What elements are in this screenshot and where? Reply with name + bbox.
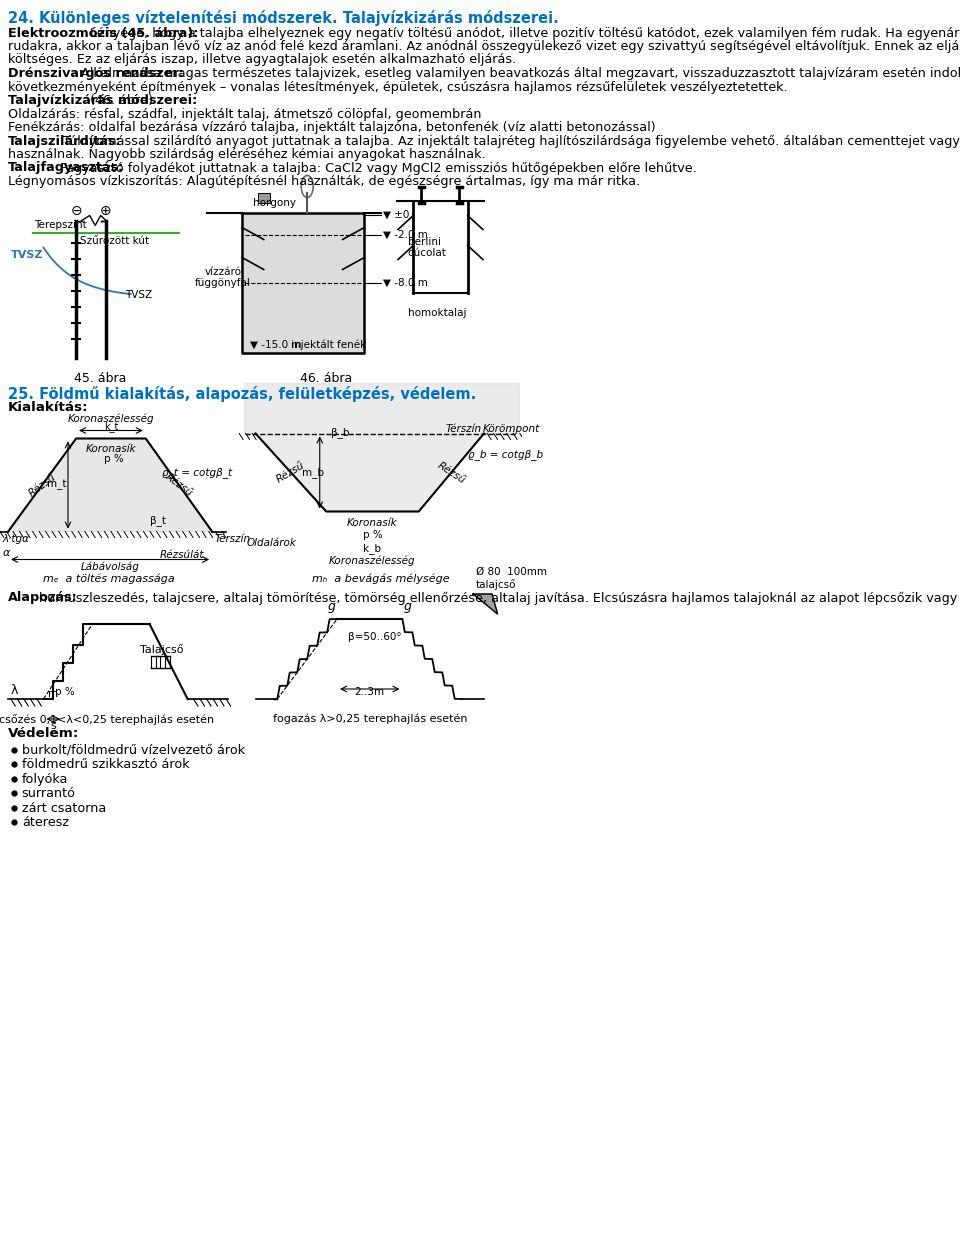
Text: 46. ábra: 46. ábra xyxy=(300,372,352,385)
Text: surrantó: surrantó xyxy=(22,788,76,800)
Text: Talajszilárdítás:: Talajszilárdítás: xyxy=(8,135,121,147)
Text: Rézsű: Rézsű xyxy=(436,460,468,486)
Text: g: g xyxy=(404,600,412,613)
Text: β=50..60°: β=50..60° xyxy=(348,632,401,642)
Text: Koronaszélesség: Koronaszélesség xyxy=(329,556,416,566)
Text: injektált fenék: injektált fenék xyxy=(291,340,366,350)
Text: Rézsúlát: Rézsúlát xyxy=(159,550,204,560)
Text: ▼ ±0: ▼ ±0 xyxy=(383,210,410,219)
Text: rudakra, akkor a talajban lévő víz az anód felé kezd áramlani. Az anódnál összeg: rudakra, akkor a talajban lévő víz az an… xyxy=(8,40,960,53)
Text: Ø 80  100mm
talajcső: Ø 80 100mm talajcső xyxy=(476,567,547,590)
Text: λ·tgα: λ·tgα xyxy=(3,535,30,545)
Text: Terepszint: Terepszint xyxy=(34,220,86,230)
Text: Kialakítás:: Kialakítás: xyxy=(8,401,88,414)
Text: Alkalmazása magas természetes talajvizek, esetleg valamilyen beavatkozás által m: Alkalmazása magas természetes talajvizek… xyxy=(77,67,960,81)
Polygon shape xyxy=(8,439,212,531)
Text: k_b: k_b xyxy=(364,543,381,555)
Text: Lényege, hogy a talajba elhelyeznek egy negatív töltésű anódot, illetve pozitív : Lényege, hogy a talajba elhelyeznek egy … xyxy=(86,26,960,39)
Text: s: s xyxy=(51,721,57,731)
Text: m_t: m_t xyxy=(47,479,67,491)
Text: Lábávolság: Lábávolság xyxy=(81,561,139,572)
Text: m: m xyxy=(48,689,59,699)
Text: 25. Földmű kialakítás, alapozás, felületképzés, védelem.: 25. Földmű kialakítás, alapozás, felület… xyxy=(8,385,476,401)
Text: ϱ_b = cotgβ_b: ϱ_b = cotgβ_b xyxy=(468,449,542,460)
Text: fogazás λ>0,25 terephajlás esetén: fogazás λ>0,25 terephajlás esetén xyxy=(273,715,467,725)
Polygon shape xyxy=(473,594,497,614)
Text: Szűrözött kút: Szűrözött kút xyxy=(81,235,150,245)
Text: Fagyasztó folyadékot juttatnak a talajba: CaCl2 vagy MgCl2 emissziós hűtőgépekbe: Fagyasztó folyadékot juttatnak a talajba… xyxy=(56,161,697,175)
Text: mₕ  a bevágás mélysége: mₕ a bevágás mélysége xyxy=(312,574,449,584)
Text: ϱ_t = cotgβ_t: ϱ_t = cotgβ_t xyxy=(162,467,232,478)
Text: Koronasík: Koronasík xyxy=(85,444,136,453)
Text: folyóka: folyóka xyxy=(22,772,68,785)
Text: Talajcső: Talajcső xyxy=(140,644,183,655)
Text: burkolt/földmedrű vízelvezető árok: burkolt/földmedrű vízelvezető árok xyxy=(22,743,245,756)
Text: p %: p % xyxy=(56,687,75,697)
Text: 45. ábra: 45. ábra xyxy=(75,372,127,385)
Text: Rézsű: Rézsű xyxy=(27,472,58,498)
Text: p %: p % xyxy=(104,454,124,464)
Text: Elektroozmózis (45. ábra):: Elektroozmózis (45. ábra): xyxy=(8,26,198,39)
Text: k_t: k_t xyxy=(104,421,118,433)
Text: mₑ  a töltés magassága: mₑ a töltés magassága xyxy=(43,574,175,584)
Text: Térszín: Térszín xyxy=(445,424,482,434)
Text: ▼ -15.0 m: ▼ -15.0 m xyxy=(251,340,301,350)
Text: Rézsű: Rézsű xyxy=(163,472,194,498)
Text: Túlnyomással szilárdító anyagot juttatnak a talajba. Az injektált talajréteg haj: Túlnyomással szilárdító anyagot juttatna… xyxy=(59,135,960,147)
Text: TVSZ: TVSZ xyxy=(11,250,43,260)
Bar xyxy=(242,213,365,352)
Text: ⊕: ⊕ xyxy=(100,204,112,218)
Text: vízzáró
függönyfal: vízzáró függönyfal xyxy=(195,267,251,288)
Text: áteresz: áteresz xyxy=(22,816,69,829)
Text: ▼ -8.0 m: ▼ -8.0 m xyxy=(383,278,428,288)
Text: Körömpont: Körömpont xyxy=(483,424,540,434)
Text: ⊖: ⊖ xyxy=(70,204,82,218)
Text: Oldalzárás: résfal, szádfal, injektált talaj, átmetsző cölöpfal, geomembrán: Oldalzárás: résfal, szádfal, injektált t… xyxy=(8,107,481,121)
Text: p %: p % xyxy=(363,530,382,540)
Text: Fenékzárás: oldalfal bezárása vízzáró talajba, injektált talajzóna, betonfenék (: Fenékzárás: oldalfal bezárása vízzáró ta… xyxy=(8,121,656,135)
Text: ▼ -2.0 m: ▼ -2.0 m xyxy=(383,229,428,239)
Text: (46. ábra): (46. ábra) xyxy=(86,94,154,107)
Text: Talajvízkizárás módszerei:: Talajvízkizárás módszerei: xyxy=(8,94,197,107)
Text: Légnyomásos vízkiszorítás: Alagútépítésnél használták, de egészségre ártalmas, í: Légnyomásos vízkiszorítás: Alagútépítésn… xyxy=(8,175,639,187)
Text: használnak. Nagyobb szilárdság eléréséhez kémiai anyagokat használnak.: használnak. Nagyobb szilárdság eléréséhe… xyxy=(8,148,485,161)
Text: zárt csatorna: zárt csatorna xyxy=(22,801,106,814)
Bar xyxy=(258,192,271,203)
Text: 2..3m: 2..3m xyxy=(354,687,385,697)
Text: TVSZ: TVSZ xyxy=(125,291,153,301)
Text: Koronasík: Koronasík xyxy=(348,517,397,527)
Text: földmedrű szikkasztó árok: földmedrű szikkasztó árok xyxy=(22,759,189,771)
Text: λ: λ xyxy=(11,684,18,697)
Text: horgony: horgony xyxy=(253,198,296,208)
Text: humuszleszedés, talajcsere, altalaj tömörítése, tömörség ellenőrzése, altalaj ja: humuszleszedés, talajcsere, altalaj tömö… xyxy=(35,591,960,605)
Polygon shape xyxy=(245,384,519,512)
Text: β_t: β_t xyxy=(150,516,166,527)
Text: Térszín: Térszín xyxy=(215,535,251,545)
Text: m_b: m_b xyxy=(301,467,324,478)
Text: 24. Különleges víztelenítési módszerek. Talajvízkizárás módszerei.: 24. Különleges víztelenítési módszerek. … xyxy=(8,10,559,26)
Text: g: g xyxy=(327,600,336,613)
Text: Védelem:: Védelem: xyxy=(8,727,79,740)
Text: Talajfagyasztás:: Talajfagyasztás: xyxy=(8,161,124,175)
Text: berlini
dúcolat: berlini dúcolat xyxy=(408,237,446,258)
Text: lépcsőzés 0,1<λ<0,25 terephajlás esetén: lépcsőzés 0,1<λ<0,25 terephajlás esetén xyxy=(0,715,214,725)
Text: Rézsű: Rézsű xyxy=(275,460,307,484)
Text: α: α xyxy=(3,547,11,557)
Text: Drénszivargós rendszer:: Drénszivargós rendszer: xyxy=(8,67,183,81)
Text: homoktalaj: homoktalaj xyxy=(408,307,467,317)
Text: költséges. Ez az eljárás iszap, illetve agyagtalajok esetén alkalmazható eljárás: költséges. Ez az eljárás iszap, illetve … xyxy=(8,54,516,67)
Text: β_b: β_b xyxy=(330,428,349,438)
Text: következményeként építmények – vonalas létesítmények, épületek, csúszásra hajlam: következményeként építmények – vonalas l… xyxy=(8,81,787,93)
Text: Oldalárok: Oldalárok xyxy=(247,538,297,548)
Text: Koronaszélesség: Koronaszélesség xyxy=(67,414,155,424)
Text: Alapozás:: Alapozás: xyxy=(8,591,78,605)
